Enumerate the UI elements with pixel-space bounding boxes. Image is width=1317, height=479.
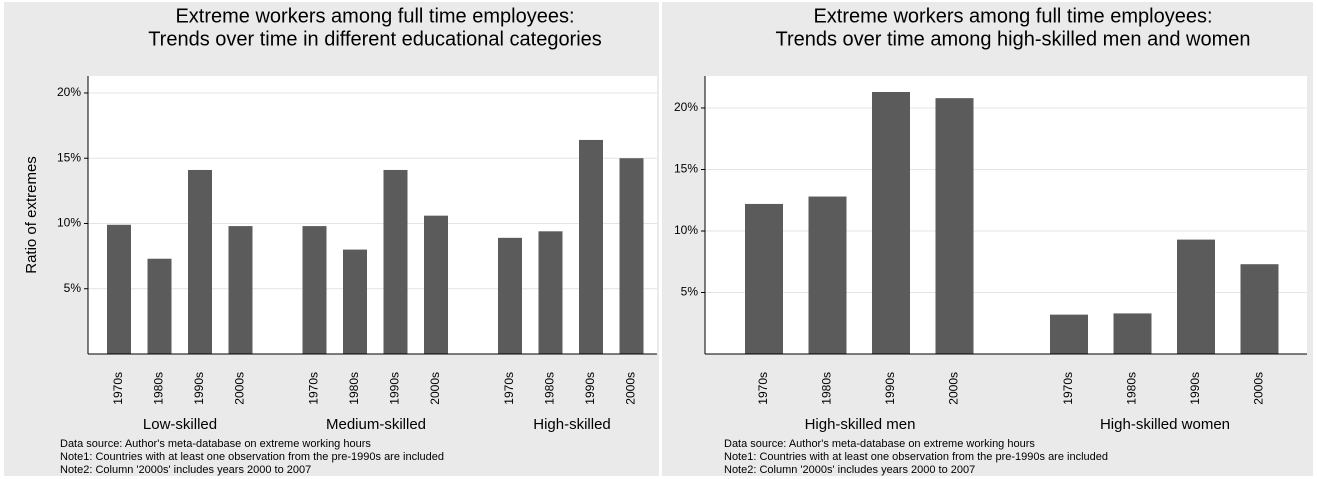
bar <box>745 203 783 354</box>
plot-area <box>705 76 1307 354</box>
bar <box>619 158 644 354</box>
chart-title: Extreme workers among full time employee… <box>813 5 1212 27</box>
plot-area <box>88 76 657 354</box>
y-tick-label: 10% <box>674 223 698 237</box>
bar <box>935 98 974 354</box>
bar <box>1240 264 1279 354</box>
bar <box>147 258 172 354</box>
group-label: High-skilled women <box>1100 416 1230 433</box>
group-label: High-skilled men <box>805 416 916 433</box>
note: Note2: Column '2000s' includes years 200… <box>724 464 975 476</box>
bar <box>808 196 847 354</box>
x-tick-label: 1980s <box>152 372 166 405</box>
x-tick-label: 1970s <box>307 372 321 405</box>
x-tick-label: 1970s <box>756 372 770 405</box>
x-tick-label: 1970s <box>111 372 125 405</box>
x-tick-label: 1970s <box>1061 372 1075 405</box>
y-axis-label: Ratio of extremes <box>23 156 40 274</box>
bar <box>343 249 367 354</box>
x-tick-label: 1990s <box>583 372 597 405</box>
bar <box>188 169 212 354</box>
x-tick-label: 1980s <box>347 372 361 405</box>
note: Note1: Countries with at least one obser… <box>60 451 444 463</box>
y-tick-label: 15% <box>57 150 81 164</box>
bar <box>579 139 603 354</box>
x-tick-label: 1990s <box>192 372 206 405</box>
bar <box>872 91 910 354</box>
bar <box>1050 314 1088 354</box>
x-tick-label: 1990s <box>883 372 897 405</box>
x-tick-label: 1980s <box>1125 372 1139 405</box>
note: Note1: Countries with at least one obser… <box>724 451 1108 463</box>
x-tick-label: 2000s <box>947 372 961 405</box>
bar <box>228 226 253 354</box>
group-label: Medium-skilled <box>326 416 426 433</box>
group-label: High-skilled <box>533 416 611 433</box>
bar <box>498 237 522 354</box>
bar <box>302 226 327 354</box>
x-tick-label: 1990s <box>388 372 402 405</box>
x-tick-label: 1980s <box>820 372 834 405</box>
y-tick-label: 20% <box>674 100 698 114</box>
y-tick-label: 10% <box>57 216 81 230</box>
note: Data source: Author's meta-database on e… <box>60 438 371 450</box>
x-tick-label: 1990s <box>1188 372 1202 405</box>
x-tick-label: 2000s <box>1252 372 1266 405</box>
group-label: Low-skilled <box>143 416 217 433</box>
note: Data source: Author's meta-database on e… <box>724 438 1035 450</box>
bar <box>1113 313 1152 354</box>
x-tick-label: 1980s <box>543 372 557 405</box>
bar <box>538 231 563 354</box>
bar <box>383 169 408 354</box>
x-tick-label: 2000s <box>428 372 442 405</box>
chart-title: Trends over time in different educationa… <box>148 28 602 50</box>
x-tick-label: 2000s <box>624 372 638 405</box>
y-tick-label: 20% <box>57 85 81 99</box>
chart-title: Trends over time among high-skilled men … <box>775 28 1250 50</box>
chart-title: Extreme workers among full time employee… <box>175 5 574 27</box>
note: Note2: Column '2000s' includes years 200… <box>60 464 311 476</box>
y-tick-label: 5% <box>681 285 699 299</box>
x-tick-label: 1970s <box>502 372 516 405</box>
y-tick-label: 15% <box>674 162 698 176</box>
y-tick-label: 5% <box>64 281 82 295</box>
bar <box>107 224 131 354</box>
bar <box>424 215 448 354</box>
x-tick-label: 2000s <box>233 372 247 405</box>
bar <box>1177 239 1215 354</box>
